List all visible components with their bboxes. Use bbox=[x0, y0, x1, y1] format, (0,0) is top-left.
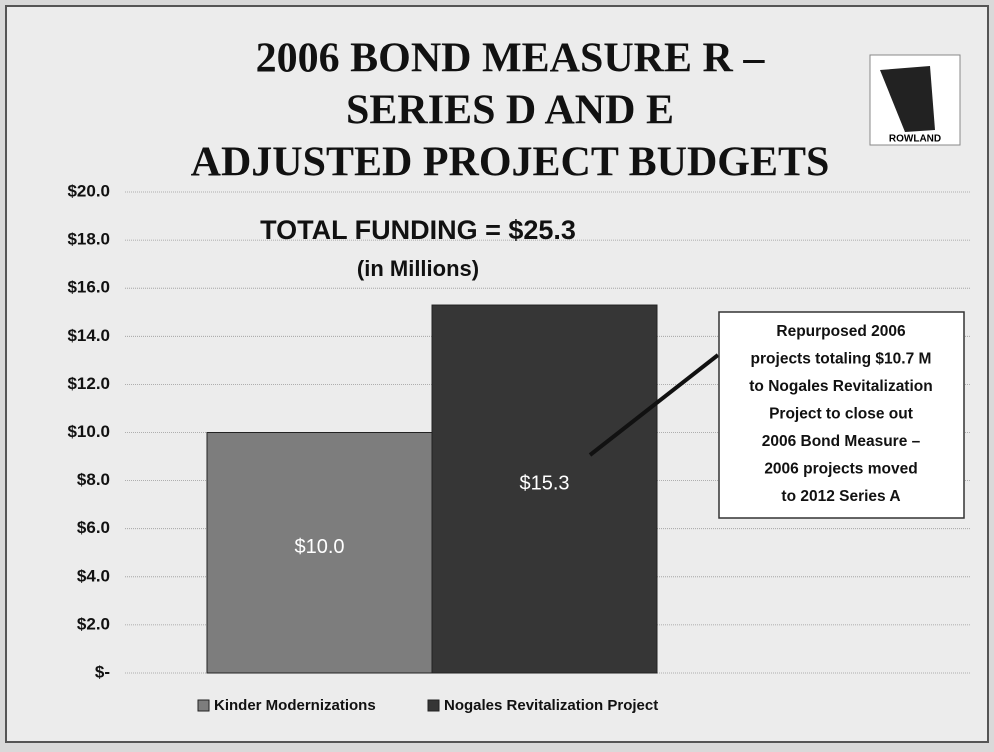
chart-title: ADJUSTED PROJECT BUDGETS bbox=[191, 140, 830, 186]
legend-label: Nogales Revitalization Project bbox=[444, 697, 658, 714]
legend-swatch bbox=[427, 699, 440, 712]
logo-shape bbox=[880, 66, 935, 132]
annotation-text: Repurposed 2006 bbox=[776, 323, 906, 340]
logo: ROWLAND bbox=[869, 54, 961, 146]
value-label: $15.3 bbox=[519, 472, 569, 494]
bar bbox=[431, 304, 658, 674]
annotation-text: to 2012 Series A bbox=[781, 488, 900, 505]
y-tick-label: $10.0 bbox=[67, 422, 110, 441]
y-tick-label: $8.0 bbox=[77, 470, 110, 489]
annotation-text: Project to close out bbox=[769, 406, 913, 423]
legend-swatch bbox=[197, 699, 210, 712]
annotation-text: 2006 Bond Measure – bbox=[762, 433, 921, 450]
y-tick-label: $2.0 bbox=[77, 614, 110, 633]
logo-text: ROWLAND bbox=[889, 134, 941, 145]
value-label: $10.0 bbox=[294, 536, 344, 558]
legend-label: Kinder Modernizations bbox=[214, 697, 376, 714]
y-tick-label: $14.0 bbox=[67, 326, 110, 345]
y-tick-label: $16.0 bbox=[67, 278, 110, 297]
y-tick-label: $4.0 bbox=[77, 566, 110, 585]
chart-title: SERIES D AND E bbox=[346, 88, 674, 134]
y-tick-label: $20.0 bbox=[67, 181, 110, 200]
y-tick-label: $6.0 bbox=[77, 518, 110, 537]
annotation-text: projects totaling $10.7 M bbox=[751, 351, 932, 368]
chart-subtitle: (in Millions) bbox=[357, 256, 479, 281]
y-tick-label: $12.0 bbox=[67, 374, 110, 393]
y-tick-label: $- bbox=[95, 662, 110, 681]
chart-subtitle: TOTAL FUNDING = $25.3 bbox=[260, 215, 576, 245]
chart-title: 2006 BOND MEASURE R – bbox=[256, 36, 766, 82]
annotation-text: 2006 projects moved bbox=[764, 461, 917, 478]
annotation-pointer bbox=[588, 353, 720, 457]
annotation-text: to Nogales Revitalization bbox=[749, 378, 932, 395]
y-tick-label: $18.0 bbox=[67, 230, 110, 249]
annotation-box bbox=[718, 311, 965, 519]
